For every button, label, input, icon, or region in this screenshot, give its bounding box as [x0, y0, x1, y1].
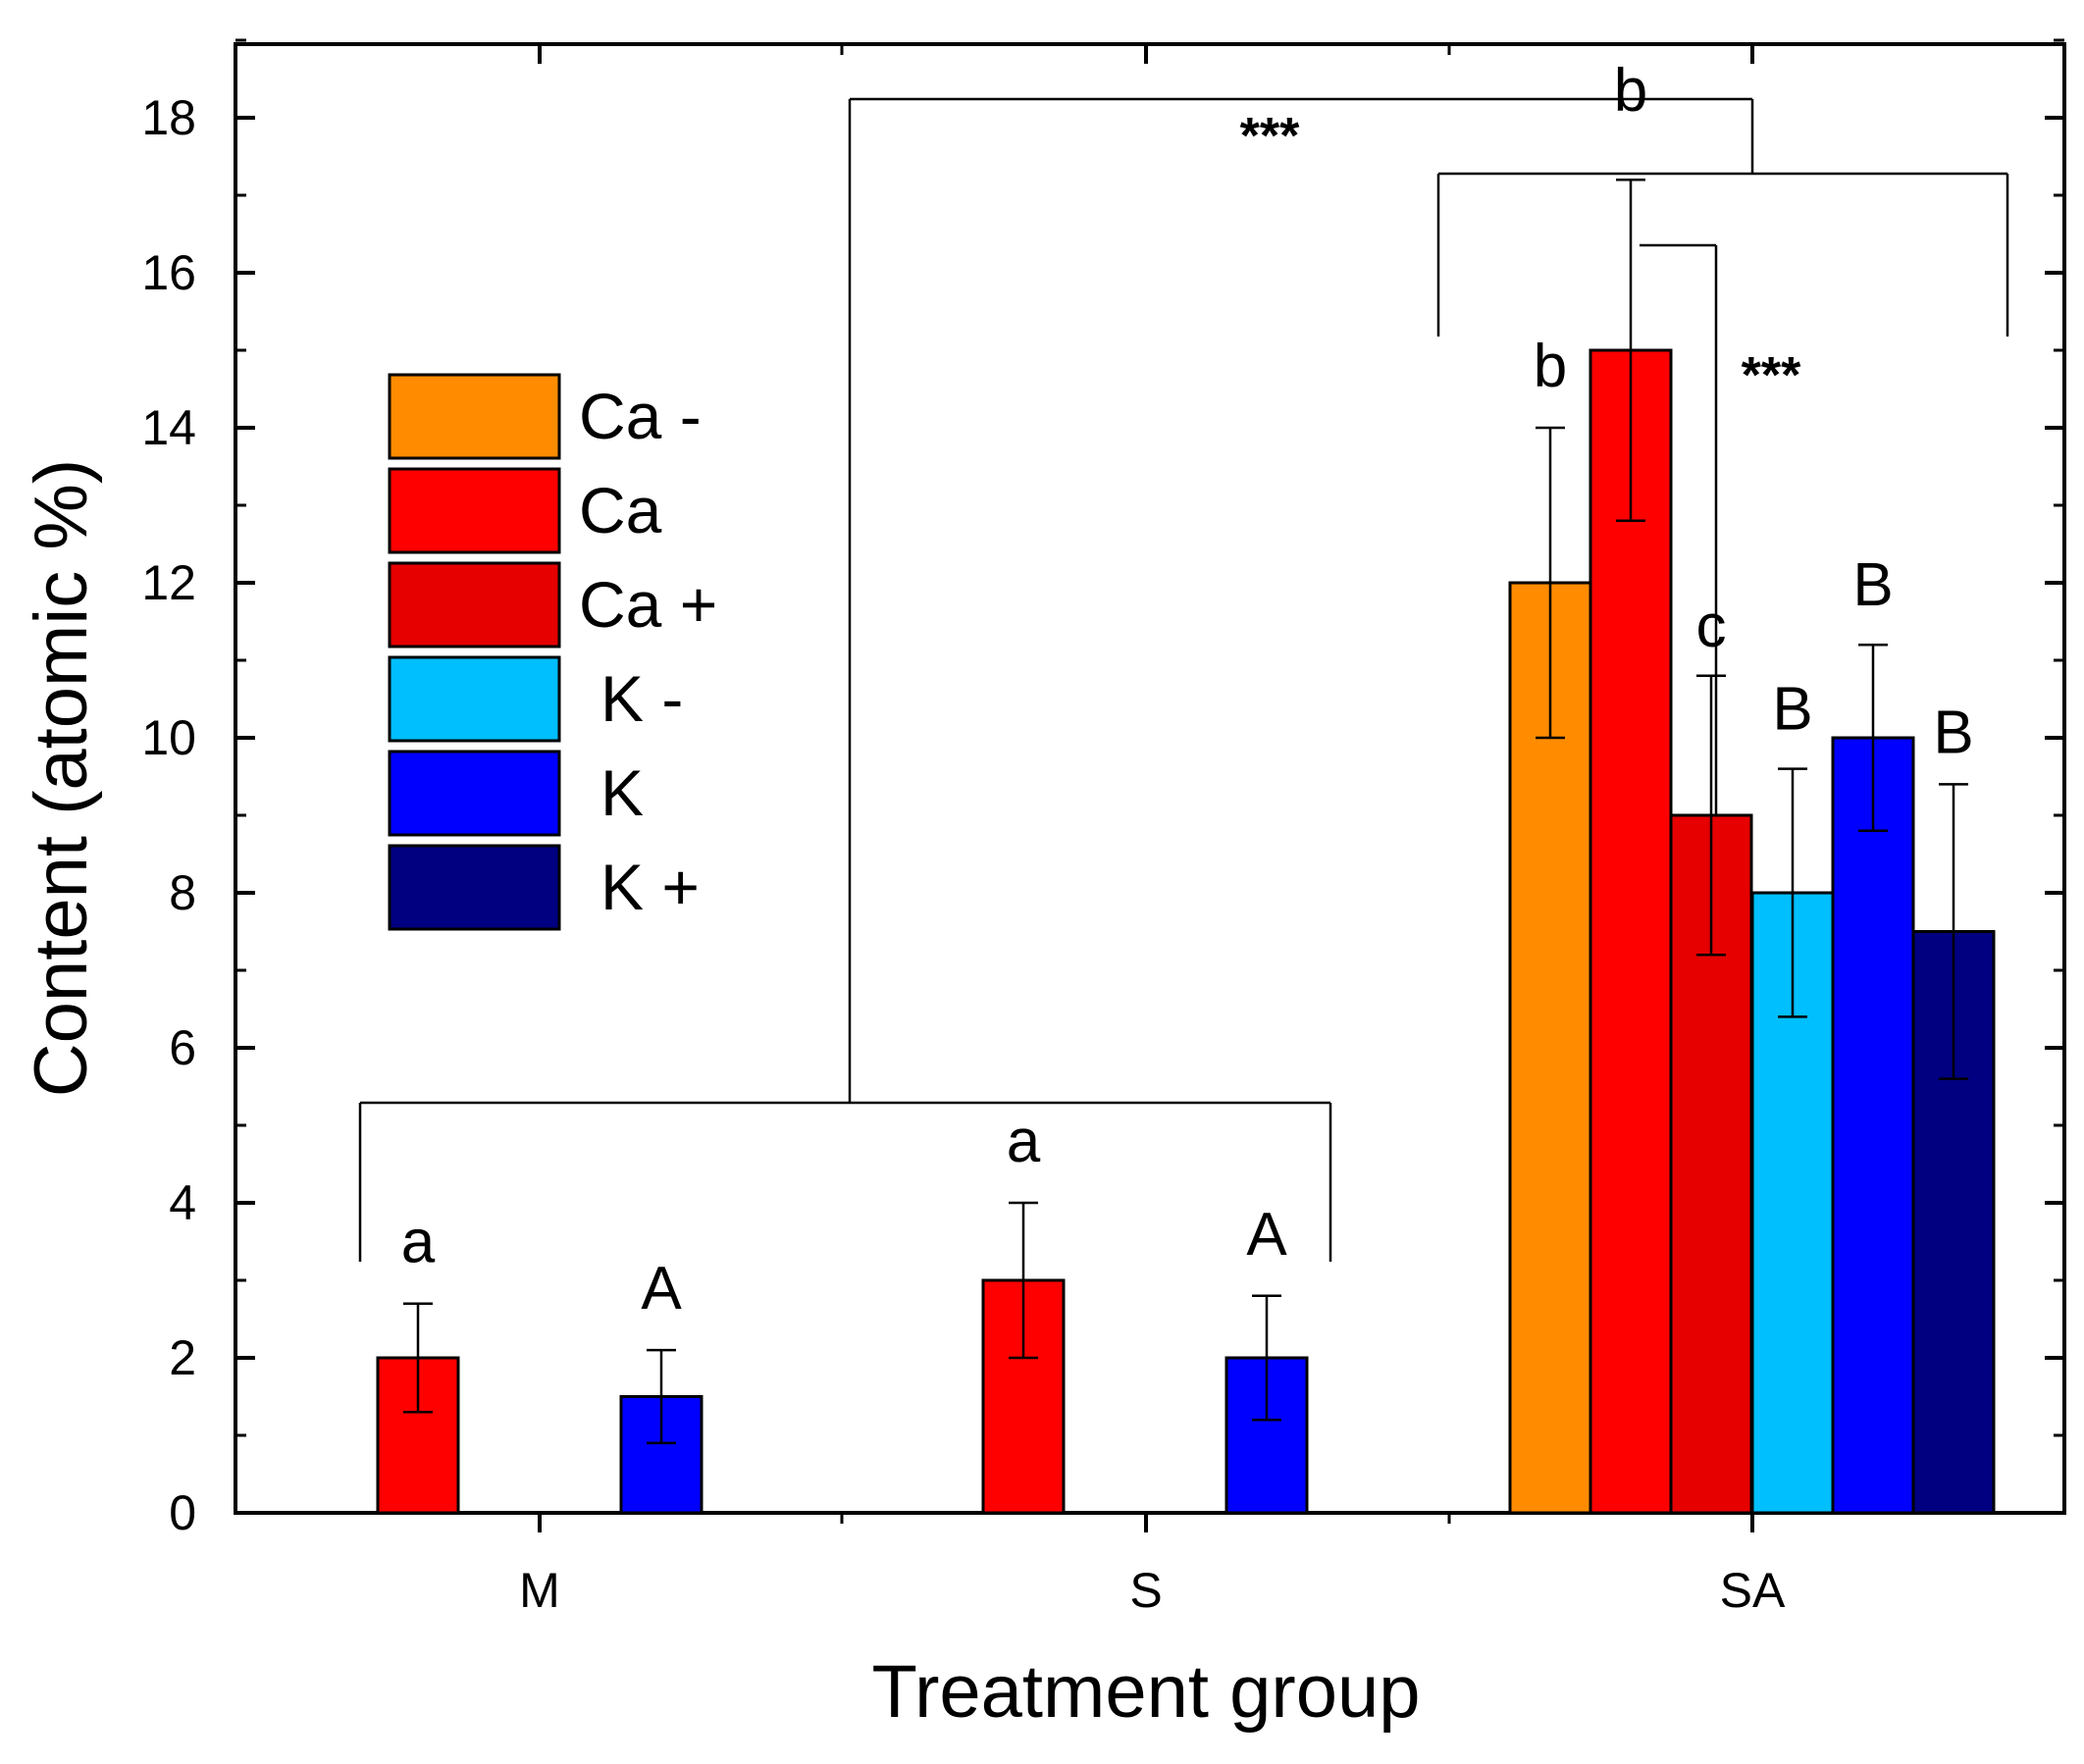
y-tick-label: 0 [169, 1485, 196, 1540]
bars [376, 348, 1996, 1515]
y-axis-title: Content (atomic %) [20, 459, 103, 1097]
legend-label: K - [600, 662, 683, 735]
x-axis-title: Treatment group [871, 1650, 1420, 1734]
legend-swatch-ca-minus [388, 373, 561, 460]
y-tick-label: 8 [169, 865, 196, 920]
y-tick-label: 16 [141, 245, 196, 300]
legend-swatch-k-plus [388, 844, 561, 931]
legend-swatch-ca [388, 467, 561, 554]
significance-letter: c [1696, 593, 1727, 660]
y-tick-label: 12 [141, 555, 196, 610]
significance-letter: a [401, 1209, 436, 1276]
y-tick-label: 6 [169, 1020, 196, 1075]
legend-label: Ca - [579, 380, 702, 452]
legend-label: K + [600, 851, 700, 923]
legend-swatch-k [388, 750, 561, 837]
y-tick-label: 2 [169, 1330, 196, 1385]
comparison-brackets [358, 97, 2009, 1262]
error-bars [403, 178, 1968, 1445]
y-tick-label: 10 [141, 710, 196, 765]
significance-letter: A [1246, 1201, 1287, 1269]
significance-letter: A [641, 1255, 682, 1323]
significance-letter: B [1772, 676, 1812, 744]
significance-letter: B [1933, 699, 1973, 766]
significance-letter: b [1614, 57, 1647, 125]
x-tick-label: SA [1720, 1563, 1786, 1618]
x-tick-label: M [519, 1563, 560, 1618]
significance-letter: B [1852, 551, 1893, 619]
legend-swatch-k-minus [388, 655, 561, 743]
x-axis: M S SA [519, 44, 1786, 1618]
significance-stars-ca: *** [1742, 347, 1801, 404]
significance-letter: a [1007, 1108, 1041, 1175]
y-axis: 0 2 4 6 8 10 12 14 16 18 [141, 38, 2064, 1540]
legend-label: Ca [579, 474, 662, 546]
legend-label: Ca + [579, 568, 717, 641]
significance-stars-groups: *** [1240, 108, 1300, 165]
bar-sa-ca [1589, 348, 1673, 1515]
bar-sa-k [1831, 736, 1915, 1515]
legend: Ca - Ca Ca + K - K K + [388, 373, 717, 931]
legend-label: K [600, 756, 644, 829]
y-tick-label: 14 [141, 400, 196, 455]
significance-letter: b [1534, 333, 1567, 400]
y-tick-label: 4 [169, 1175, 196, 1230]
plot-frame [234, 42, 2066, 1515]
x-tick-label: S [1129, 1563, 1162, 1618]
bar-s-ca [981, 1278, 1066, 1515]
legend-swatch-ca-plus [388, 561, 561, 649]
y-tick-label: 18 [141, 90, 196, 145]
